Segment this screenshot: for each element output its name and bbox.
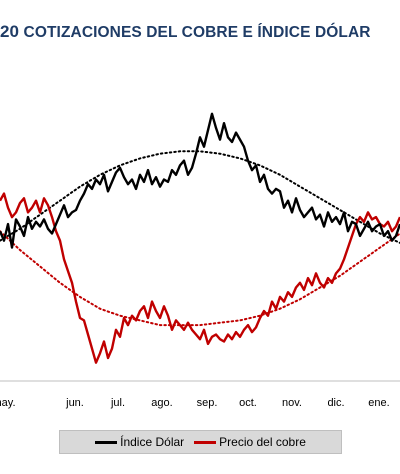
legend-item-cobre: Precio del cobre <box>194 435 306 449</box>
x-tick-label: ene. <box>368 397 389 409</box>
series-line-tendencia-precio-del-cobre <box>0 230 400 327</box>
chart-title-number: 20 <box>0 22 20 41</box>
x-axis-ticks: may. jun. jul. ago. sep. oct. nov. dic. ene. <box>0 397 390 409</box>
x-tick-label: jul. <box>110 397 125 409</box>
x-tick-label: ago. <box>151 397 172 409</box>
legend-item-dolar: Índice Dólar <box>95 435 184 449</box>
series-line-precio-del-cobre <box>0 192 400 364</box>
legend-label-cobre: Precio del cobre <box>219 435 306 449</box>
legend-swatch-dolar <box>95 440 118 444</box>
x-tick-label: jun. <box>65 397 84 409</box>
legend: Índice Dólar Precio del cobre <box>59 430 342 454</box>
series-layer <box>0 112 400 364</box>
x-tick-label: nov. <box>282 397 302 409</box>
x-tick-label: sep. <box>197 397 218 409</box>
series-line-indice-dolar <box>0 112 400 249</box>
series-line-tendencia-indice-dolar <box>0 150 400 244</box>
x-tick-label: oct. <box>239 397 257 409</box>
x-tick-label: dic. <box>327 397 344 409</box>
legend-label-dolar: Índice Dólar <box>120 435 185 449</box>
chart-title: 20 COTIZACIONES DEL COBRE E ÍNDICE DÓLAR <box>0 22 400 42</box>
chart-title-text: COTIZACIONES DEL COBRE E ÍNDICE DÓLAR <box>23 24 371 41</box>
x-tick-label: may. <box>0 397 16 409</box>
legend-swatch-cobre <box>194 440 217 444</box>
